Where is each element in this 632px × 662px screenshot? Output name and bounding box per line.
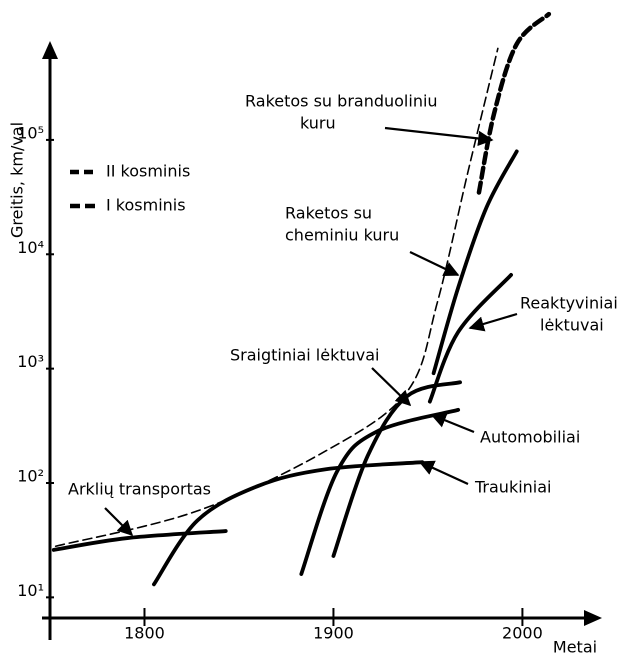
annotation: Traukiniai [474, 478, 552, 497]
x-tick-label: 1900 [313, 624, 354, 643]
x-tick-label: 2000 [502, 624, 543, 643]
y-tick-label: 10³ [17, 352, 44, 371]
annotation: Raketos su branduoliniu [245, 92, 438, 111]
x-axis-arrow [584, 610, 602, 626]
x-tick-label: 1800 [124, 624, 165, 643]
y-axis-label: Greitis, km/val [8, 122, 27, 238]
curve [431, 149, 519, 376]
legend-label: I kosminis [106, 196, 186, 215]
curve [51, 529, 228, 552]
curve [331, 380, 462, 558]
y-tick-label: 10² [17, 467, 44, 486]
curve [54, 47, 499, 548]
curve [299, 407, 461, 576]
annotation: Sraigtiniai lėktuvai [230, 346, 379, 365]
annotation-arrow [430, 413, 475, 434]
x-axis-label: Metai [553, 638, 597, 657]
annotation: Reaktyviniai [520, 294, 618, 313]
curve [152, 460, 425, 587]
annotation: Raketos su [285, 204, 372, 223]
annotation-arrow [468, 312, 518, 332]
annotation-arrow [384, 126, 494, 147]
legend-label: II kosminis [106, 162, 190, 181]
annotation: Arklių transportas [68, 480, 211, 499]
curve [476, 11, 552, 195]
annotation: lėktuvai [540, 316, 604, 335]
annotation-arrow [104, 507, 134, 537]
annotation-arrow [418, 460, 469, 485]
annotation: cheminiu kuru [285, 226, 399, 245]
y-tick-label: 10¹ [17, 581, 44, 600]
y-tick-label: 10⁴ [17, 238, 44, 257]
annotation: Automobiliai [480, 428, 580, 447]
y-axis-arrow [42, 41, 58, 59]
curve [427, 273, 513, 404]
y-tick-label: 10⁵ [17, 123, 44, 142]
annotation-arrow [409, 251, 460, 276]
annotation: kuru [300, 114, 336, 133]
annotation-arrow [371, 367, 412, 407]
